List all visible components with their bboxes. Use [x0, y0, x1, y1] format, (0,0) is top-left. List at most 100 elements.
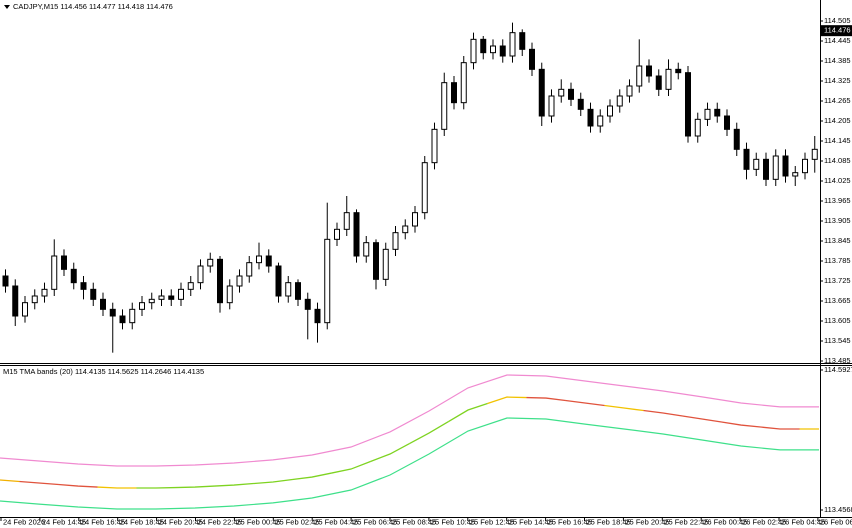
y-tick-label: 113.905	[824, 216, 851, 225]
candle-body	[187, 282, 194, 290]
candle-body	[402, 225, 409, 234]
candle-body	[119, 315, 126, 324]
x-tick-label: 26 Feb 04:45	[781, 517, 825, 526]
band-middle-segment	[760, 426, 800, 430]
x-tick-label: 25 Feb 02:45	[275, 517, 319, 526]
candle-body	[314, 308, 321, 324]
band-middle-segment	[292, 472, 332, 481]
candle-body	[217, 258, 223, 304]
y-tick-label: 114.025	[824, 176, 851, 185]
candle-body	[636, 65, 643, 87]
candle-body	[480, 38, 487, 54]
candle-body	[22, 302, 28, 317]
chart-title: CADJPY,M15 114.456 114.477 114.418 114.4…	[13, 2, 173, 11]
y-tick-label: 114.445	[824, 36, 851, 45]
candle-body	[90, 288, 97, 300]
candle-body	[782, 155, 789, 177]
x-tick-label: 24 Feb 2026	[3, 517, 45, 526]
x-tick-label: 26 Feb 02:45	[742, 517, 786, 526]
candle-body	[382, 248, 389, 280]
candle-body	[685, 72, 691, 137]
candle-body	[285, 282, 292, 297]
x-tick-label: 25 Feb 20:45	[625, 517, 669, 526]
y-tick-label: 114.085	[824, 156, 851, 165]
x-tick-label: 25 Feb 12:45	[470, 517, 514, 526]
candle-body	[343, 212, 350, 230]
candle-body	[207, 258, 214, 267]
x-tick-label: 25 Feb 14:45	[509, 517, 553, 526]
candle-body	[733, 128, 740, 150]
candle-body	[763, 158, 769, 180]
band-middle-segment	[58, 483, 98, 488]
candle-body	[12, 285, 19, 317]
x-tick-label: 25 Feb 16:45	[548, 517, 592, 526]
candle-body	[197, 265, 204, 284]
y-tick-label: 113.545	[824, 336, 851, 345]
candle-body	[724, 115, 730, 130]
x-tick-label: 25 Feb 18:45	[587, 517, 631, 526]
y-tick-label: 114.205	[824, 116, 851, 125]
candle-body	[158, 295, 165, 300]
indicator-title: M15 TMA bands (20) 114.4135 114.5625 114…	[3, 367, 204, 376]
candle-body	[129, 308, 136, 324]
candle-body	[246, 262, 253, 277]
candle-body	[568, 88, 574, 100]
band-line	[0, 417, 819, 510]
candle-body	[256, 255, 262, 264]
candle-body	[655, 75, 662, 90]
candle-body	[529, 48, 535, 70]
y-tick-label: 113.965	[824, 196, 851, 205]
x-tick-label: 25 Feb 10:45	[431, 517, 475, 526]
candle-body	[743, 148, 750, 170]
y-tick-label: 113.665	[824, 296, 851, 305]
candle-body	[31, 295, 38, 304]
candle-body	[431, 128, 438, 164]
candle-body	[109, 308, 116, 317]
y-tick-label: 114.265	[824, 96, 851, 105]
candle-body	[753, 158, 760, 170]
candle-body	[148, 298, 155, 304]
candle-body	[714, 108, 721, 117]
candle-body	[792, 172, 799, 177]
candle-body	[2, 275, 9, 287]
candle-body	[304, 298, 311, 310]
current-price-box	[821, 25, 852, 37]
candle-body	[139, 302, 145, 310]
candle-body	[353, 212, 360, 257]
y-tick-label: 113.725	[824, 276, 851, 285]
candle-body	[70, 268, 77, 284]
band-middle-segment	[448, 402, 488, 423]
candle-body	[460, 62, 467, 104]
candle-body	[509, 32, 516, 57]
candle-body	[451, 82, 457, 104]
y-tick-label: 114.325	[824, 76, 851, 85]
x-tick-label: 24 Feb 18:45	[120, 517, 164, 526]
candle-body	[295, 282, 301, 300]
candle-body	[772, 155, 779, 180]
candle-body	[607, 105, 613, 117]
candle-body	[548, 95, 555, 117]
band-middle-segment	[19, 480, 59, 486]
candle-body	[61, 255, 67, 270]
candle-body	[421, 162, 428, 214]
candle-body	[597, 115, 604, 127]
candle-body	[275, 265, 282, 297]
x-tick-label: 25 Feb 06:45	[353, 517, 397, 526]
candle-body	[412, 212, 418, 227]
band-middle-segment	[487, 396, 527, 405]
y-tick-label: 113.785	[824, 256, 851, 265]
band-middle-segment	[214, 482, 254, 487]
x-tick-label: 25 Feb 22:45	[664, 517, 708, 526]
candle-body	[811, 148, 818, 160]
band-middle-segment	[0, 479, 20, 483]
candle-body	[470, 38, 477, 64]
menu-triangle[interactable]	[4, 5, 10, 9]
x-tick-label: 24 Feb 14:45	[42, 517, 86, 526]
y-tick-label: 114.5927	[824, 365, 852, 374]
candle-body	[675, 68, 682, 74]
candle-body	[558, 88, 565, 97]
candle-body	[334, 228, 340, 240]
candle-body	[538, 68, 545, 117]
candle-body	[626, 85, 633, 97]
